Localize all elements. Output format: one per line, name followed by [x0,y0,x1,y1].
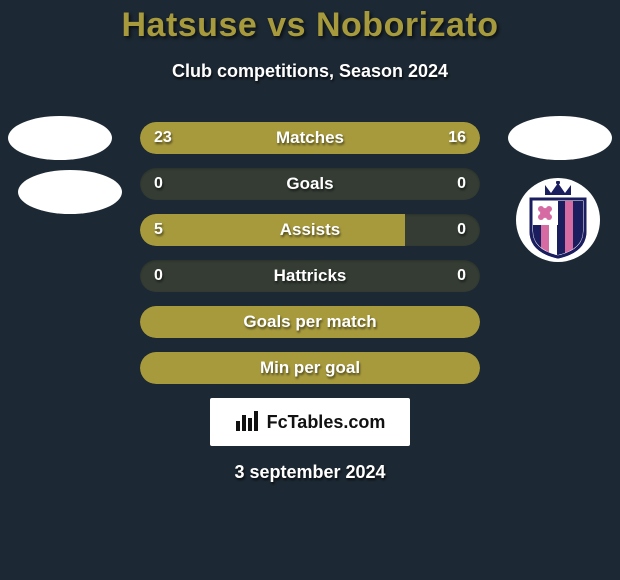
stat-value-left: 0 [154,267,163,285]
stat-value-right: 0 [457,175,466,193]
stat-value-left: 5 [154,221,163,239]
page-title: Hatsuse vs Noborizato [0,6,620,45]
player-avatar-left [8,116,112,160]
stat-label: Min per goal [260,358,360,378]
stat-label: Matches [276,128,344,148]
stat-row: Min per goal [140,352,480,384]
stat-row: 5 0 Assists [140,214,480,246]
stat-value-right: 16 [448,129,466,147]
stat-value-left: 0 [154,175,163,193]
stats-panel: 23 16 Matches 0 0 Goals 5 0 Assists 0 0 Hattricks Go… [140,122,480,384]
player-avatar-right [508,116,612,160]
stat-row: Goals per match [140,306,480,338]
page-subtitle: Club competitions, Season 2024 [0,61,620,82]
team-badge-left [18,170,122,214]
footer-date: 3 september 2024 [0,462,620,483]
stat-value-right: 0 [457,221,466,239]
stat-row: 0 0 Hattricks [140,260,480,292]
stat-label: Goals per match [243,312,376,332]
stat-value-left: 23 [154,129,172,147]
team-badge-right [516,178,600,262]
stat-value-right: 0 [457,267,466,285]
stat-label: Hattricks [274,266,347,286]
brand-text: FcTables.com [267,412,386,433]
stat-label: Goals [286,174,333,194]
stat-label: Assists [280,220,340,240]
brand-bars-icon [235,409,261,436]
club-crest-icon [523,181,593,259]
stat-row: 0 0 Goals [140,168,480,200]
brand-logo: FcTables.com [210,398,410,446]
stat-row: 23 16 Matches [140,122,480,154]
